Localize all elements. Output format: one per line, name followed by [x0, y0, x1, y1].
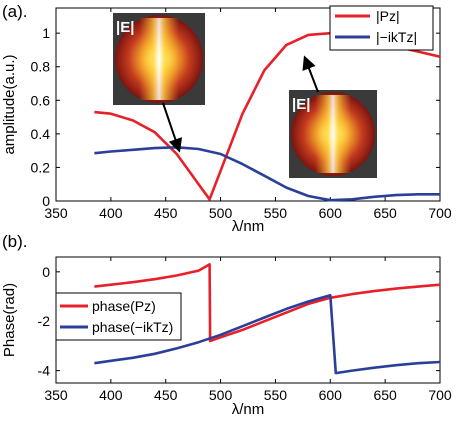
x-tick-label: 350: [44, 205, 68, 221]
chart-b-axes: 350 400 450 500 550 600 650 700 0 -2 -4 λ/nm Phase(r…: [1, 256, 452, 418]
legend-b: phase(Pz) phase(−ikTz): [55, 292, 182, 341]
x-tick-label: 450: [154, 205, 178, 221]
y-tick-label: 0.8: [31, 59, 51, 75]
inset-1-label: |E|: [116, 19, 134, 36]
y-tick-label: 0: [42, 264, 50, 280]
x-tick-label: 400: [99, 205, 123, 221]
inset-field-map-1: |E|: [113, 13, 205, 105]
x-tick-label: 350: [44, 387, 68, 403]
panel-a-label: (a).: [2, 2, 28, 21]
chart-a-axes: 350 400 450 500 550 600 650 700 0 0.2 0.4 0.6 0.8 1 λ/…: [1, 7, 452, 235]
x-tick-label: 600: [319, 387, 343, 403]
x-tick-label: 600: [319, 205, 343, 221]
x-axis-label: λ/nm: [232, 218, 265, 235]
series-line-1: [94, 146, 440, 202]
x-tick-label: 450: [154, 387, 178, 403]
x-tick-label: 650: [373, 205, 397, 221]
y-tick-label: -2: [38, 313, 51, 329]
x-axis-label: λ/nm: [232, 401, 265, 418]
plot-frame: [55, 7, 441, 202]
x-tick-label: 400: [99, 387, 123, 403]
y-tick-label: 1: [42, 25, 50, 41]
y-tick-label: 0.2: [31, 159, 51, 175]
y-tick-label: 0: [42, 193, 50, 209]
annotation-arrow-1: [162, 102, 183, 153]
x-tick-label: 700: [428, 387, 452, 403]
x-tick-label: 550: [264, 387, 288, 403]
panel-b-label: (b).: [2, 232, 28, 251]
y-axis-label: Phase(rad): [1, 283, 18, 357]
series-line-0: [94, 263, 441, 343]
legend-a-label-tz: |−ikTz|: [376, 29, 417, 45]
x-tick-label: 700: [428, 205, 452, 221]
legend-a-label-pz: |Pz|: [376, 8, 400, 24]
chart-b-lines: [94, 263, 441, 375]
series-line-1: [94, 293, 441, 375]
y-axis-label: amplitude(a.u.): [1, 54, 18, 154]
annotation-arrow-2: [302, 55, 319, 93]
x-tick-label: 500: [209, 205, 233, 221]
legend-b-label-pz: phase(Pz): [92, 298, 156, 314]
y-tick-label: -4: [38, 363, 51, 379]
x-tick-label: 550: [264, 205, 288, 221]
y-tick-label: 0.4: [31, 126, 51, 142]
inset-field-map-2: |E|: [289, 90, 377, 178]
x-tick-label: 500: [209, 387, 233, 403]
inset-2-label: |E|: [292, 96, 310, 113]
x-tick-label: 650: [373, 387, 397, 403]
legend-a: |Pz| |−ikTz|: [329, 5, 434, 51]
legend-b-label-tz: phase(−ikTz): [92, 319, 173, 335]
y-tick-label: 0.6: [31, 92, 51, 108]
